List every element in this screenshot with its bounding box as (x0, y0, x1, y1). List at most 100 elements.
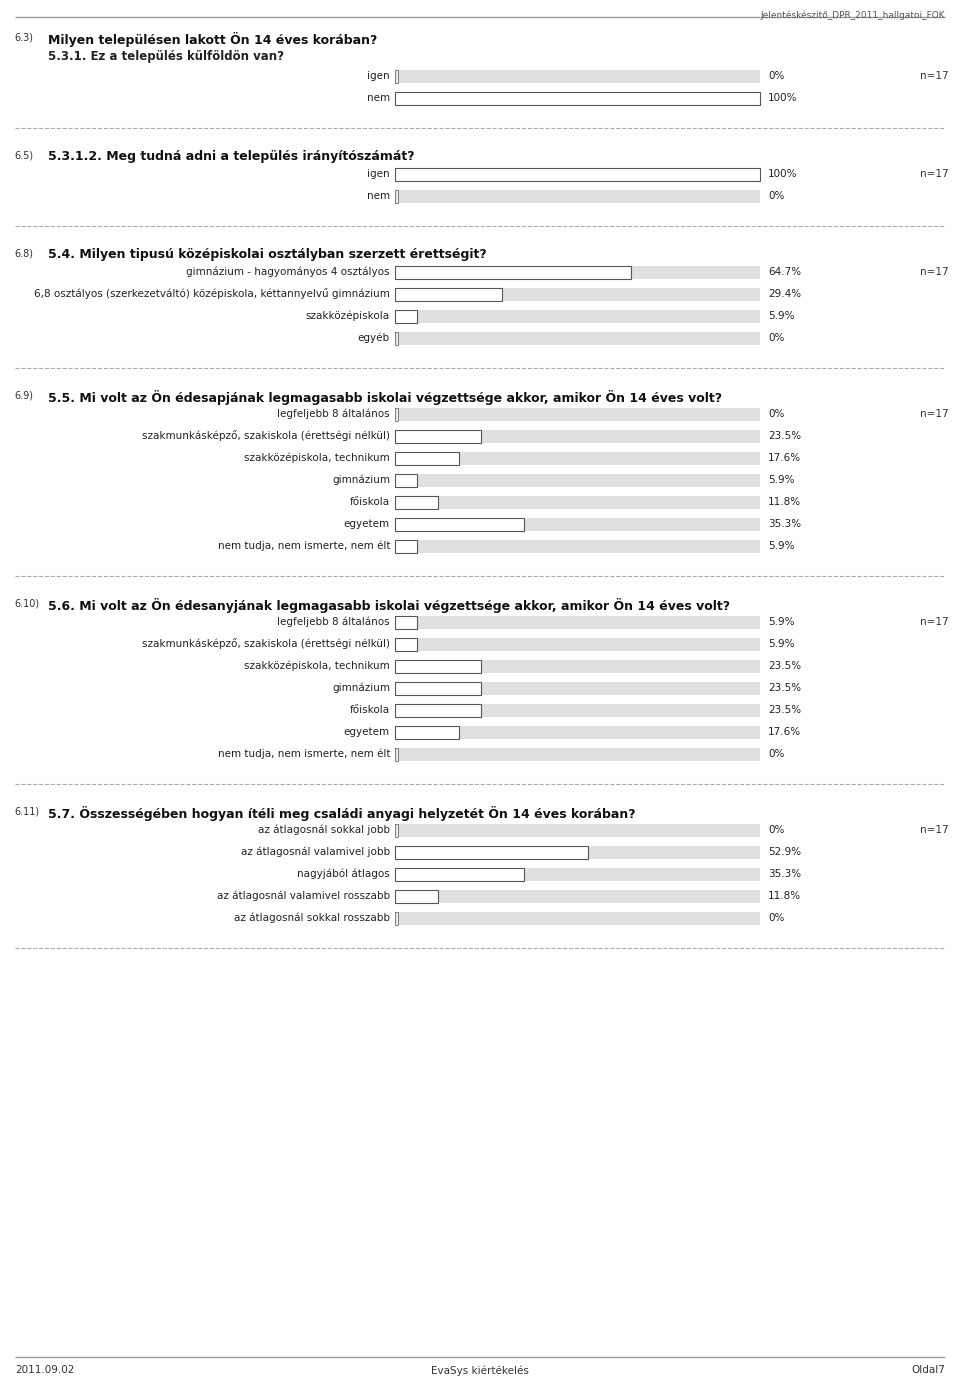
Text: 5.6. Mi volt az Ön édesanyjának legmagasabb iskolai végzettsége akkor, amikor Ön: 5.6. Mi volt az Ön édesanyjának legmagas… (48, 598, 731, 612)
Text: egyéb: egyéb (358, 333, 390, 343)
Text: 100%: 100% (768, 93, 798, 103)
Bar (395, 452, 760, 465)
Bar (395, 540, 760, 552)
Text: 0%: 0% (768, 824, 784, 836)
Text: n=17: n=17 (920, 266, 948, 278)
Text: 6.11): 6.11) (14, 806, 39, 816)
Bar (395, 748, 398, 760)
Text: 6.9): 6.9) (14, 391, 33, 400)
Text: szakközépiskola, technikum: szakközépiskola, technikum (244, 661, 390, 671)
Text: 5.9%: 5.9% (768, 617, 795, 626)
Text: 17.6%: 17.6% (768, 727, 802, 737)
Text: Milyen településen lakott Ön 14 éves korában?: Milyen településen lakott Ön 14 éves kor… (48, 32, 377, 47)
Text: 0%: 0% (768, 749, 784, 759)
Text: 6,8 osztályos (szerkezetváltó) középiskola, kéttannyelvű gimnázium: 6,8 osztályos (szerkezetváltó) középisko… (35, 289, 390, 300)
Text: főiskola: főiskola (349, 497, 390, 506)
Text: 0%: 0% (768, 409, 784, 418)
Text: Jelentéskészítő_DPR_2011_hallgatoi_FOK: Jelentéskészítő_DPR_2011_hallgatoi_FOK (760, 10, 945, 20)
Text: 100%: 100% (768, 169, 798, 179)
Text: az átlagosnál valamivel jobb: az átlagosnál valamivel jobb (241, 847, 390, 858)
Text: n=17: n=17 (920, 169, 948, 179)
Text: szakközépiskola: szakközépiskola (306, 311, 390, 321)
Text: nem: nem (367, 191, 390, 201)
Bar (395, 660, 481, 672)
Bar (395, 703, 760, 717)
Bar (395, 310, 417, 322)
Bar (395, 473, 760, 487)
Text: Oldal7: Oldal7 (911, 1364, 945, 1375)
Bar (395, 725, 760, 738)
Text: 6.8): 6.8) (14, 248, 33, 258)
Text: 6.10): 6.10) (14, 598, 39, 608)
Text: 35.3%: 35.3% (768, 869, 802, 879)
Bar (395, 332, 398, 345)
Bar (395, 167, 760, 180)
Bar (395, 911, 398, 925)
Text: az átlagosnál valamivel rosszabb: az átlagosnál valamivel rosszabb (217, 891, 390, 901)
Text: 6.5): 6.5) (14, 151, 34, 160)
Text: szakközépiskola, technikum: szakközépiskola, technikum (244, 453, 390, 463)
Text: n=17: n=17 (920, 409, 948, 418)
Bar (395, 70, 398, 82)
Text: 5.3.1.2. Meg tudná adni a település irányítószámát?: 5.3.1.2. Meg tudná adni a település irán… (48, 151, 415, 163)
Bar (395, 638, 417, 650)
Text: nem tudja, nem ismerte, nem élt: nem tudja, nem ismerte, nem élt (218, 749, 390, 759)
Text: főiskola: főiskola (349, 704, 390, 716)
Text: EvaSys kiértékelés: EvaSys kiértékelés (431, 1364, 529, 1375)
Bar (395, 70, 760, 82)
Bar (395, 310, 760, 322)
Bar (395, 452, 459, 465)
Text: legfeljebb 8 általános: legfeljebb 8 általános (277, 617, 390, 628)
Bar (395, 703, 481, 717)
Bar (395, 660, 760, 672)
Text: 0%: 0% (768, 912, 784, 923)
Bar (395, 638, 760, 650)
Bar (395, 92, 760, 105)
Text: nem tudja, nem ismerte, nem élt: nem tudja, nem ismerte, nem élt (218, 541, 390, 551)
Bar (395, 473, 417, 487)
Text: 5.4. Milyen tipusú középiskolai osztályban szerzett érettségit?: 5.4. Milyen tipusú középiskolai osztályb… (48, 248, 487, 261)
Text: szakmunkásképző, szakiskola (érettségi nélkül): szakmunkásképző, szakiskola (érettségi n… (142, 639, 390, 650)
Bar (395, 890, 760, 903)
Text: az átlagosnál sokkal rosszabb: az átlagosnál sokkal rosszabb (234, 912, 390, 923)
Text: 35.3%: 35.3% (768, 519, 802, 529)
Bar (395, 495, 438, 509)
Text: gimnázium - hagyományos 4 osztályos: gimnázium - hagyományos 4 osztályos (186, 266, 390, 278)
Bar (395, 540, 417, 552)
Text: igen: igen (368, 169, 390, 179)
Bar (395, 167, 760, 180)
Text: egyetem: egyetem (344, 727, 390, 737)
Bar (395, 430, 481, 442)
Bar (395, 190, 398, 202)
Text: 6.3): 6.3) (14, 32, 33, 42)
Text: 23.5%: 23.5% (768, 684, 802, 693)
Text: 0%: 0% (768, 71, 784, 81)
Bar (395, 682, 760, 695)
Bar (395, 518, 760, 530)
Text: n=17: n=17 (920, 824, 948, 836)
Bar (395, 823, 760, 837)
Bar (395, 845, 588, 858)
Text: igen: igen (368, 71, 390, 81)
Text: 5.9%: 5.9% (768, 311, 795, 321)
Text: 23.5%: 23.5% (768, 704, 802, 716)
Text: n=17: n=17 (920, 617, 948, 626)
Text: 5.7. Összességében hogyan ítéli meg családi anyagi helyzetét Ön 14 éves korában?: 5.7. Összességében hogyan ítéli meg csal… (48, 806, 636, 822)
Text: 0%: 0% (768, 333, 784, 343)
Bar (395, 92, 760, 105)
Text: 17.6%: 17.6% (768, 453, 802, 463)
Bar (395, 407, 398, 420)
Bar (395, 682, 481, 695)
Text: 29.4%: 29.4% (768, 289, 802, 299)
Bar (395, 265, 760, 279)
Bar (395, 748, 760, 760)
Text: gimnázium: gimnázium (332, 682, 390, 693)
Text: 0%: 0% (768, 191, 784, 201)
Text: gimnázium: gimnázium (332, 474, 390, 485)
Text: n=17: n=17 (920, 71, 948, 81)
Text: 64.7%: 64.7% (768, 266, 802, 278)
Bar (395, 287, 760, 300)
Bar (395, 518, 524, 530)
Text: 23.5%: 23.5% (768, 661, 802, 671)
Text: 5.9%: 5.9% (768, 639, 795, 649)
